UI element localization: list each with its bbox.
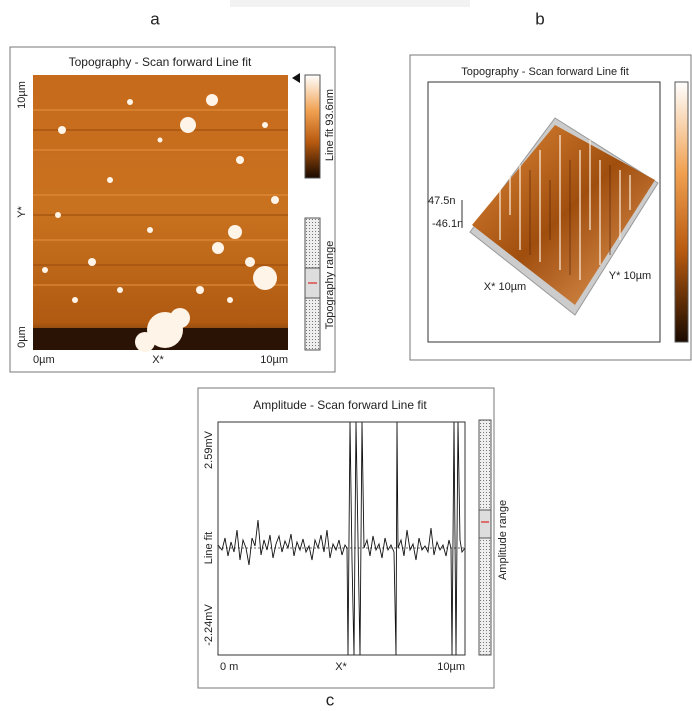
y-label: -2.24mV — [203, 604, 215, 646]
y-label: Line fit — [203, 532, 215, 564]
panel-title: Topography - Scan forward Line fit — [69, 55, 252, 69]
z-label: 47.5n — [428, 195, 456, 207]
x-label: 0 m — [220, 661, 238, 673]
panel-title: Amplitude - Scan forward Line fit — [253, 398, 427, 412]
scan-streaks — [33, 109, 288, 286]
range-label: Amplitude range — [497, 500, 509, 580]
marker — [292, 73, 300, 83]
panel-b: Topography - Scan forward Line fit 47.5n… — [409, 54, 692, 361]
panel-c: Amplitude - Scan forward Line fit 2.59mV… — [197, 387, 509, 689]
x-label: 10µm — [437, 661, 465, 673]
topography-image — [33, 75, 288, 350]
y-label: 2.59mV — [203, 430, 215, 469]
label: a — [150, 9, 160, 28]
colorbar — [304, 74, 321, 179]
y-label: 10µm — [16, 81, 28, 109]
x-label: X* — [152, 354, 164, 366]
particles — [42, 94, 279, 352]
colorbar-label: Line fit 93.6nm — [324, 89, 336, 161]
y-axis-label: Y* 10µm — [609, 270, 651, 282]
panel-a: Topography - Scan forward Line fit 10µm … — [9, 46, 336, 373]
label: b — [535, 9, 544, 28]
x-label: 0µm — [33, 354, 55, 366]
surface-spikes — [499, 135, 631, 280]
plot-frame — [217, 421, 466, 656]
amplitude-trace — [217, 421, 466, 656]
colorbar — [674, 81, 689, 343]
x-label: 10µm — [260, 354, 288, 366]
z-label: -46.1n — [432, 218, 463, 230]
y-label: Y* — [16, 205, 28, 217]
label: c — [326, 690, 335, 709]
x-label: X* — [335, 661, 347, 673]
surface — [472, 125, 655, 305]
range-handle — [478, 509, 492, 539]
range-label: Topography range — [324, 241, 336, 330]
top-strip — [230, 0, 470, 7]
y-label: 0µm — [16, 326, 28, 348]
panel-title: Topography - Scan forward Line fit — [461, 66, 629, 78]
x-axis-label: X* 10µm — [484, 281, 526, 293]
